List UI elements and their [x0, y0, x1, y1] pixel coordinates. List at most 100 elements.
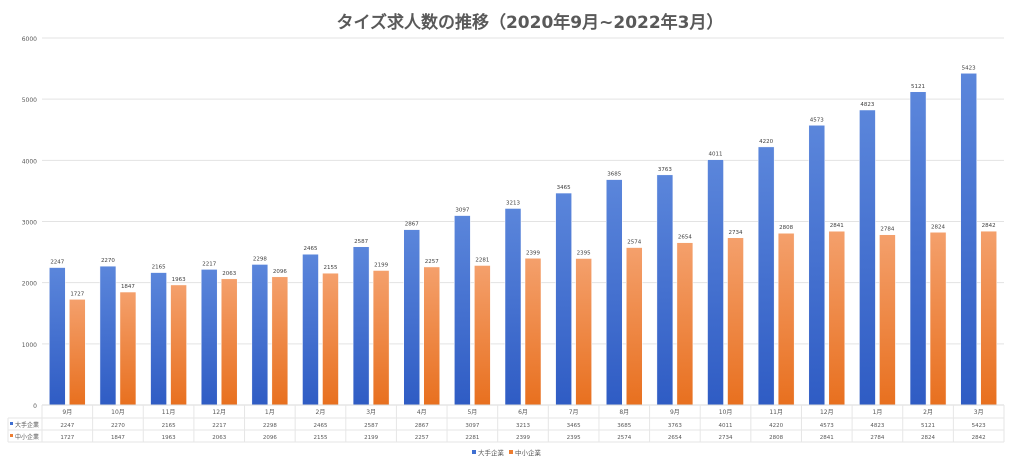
data-label: 2247	[50, 260, 64, 266]
table-cell: 1963	[162, 435, 176, 441]
table-cell: 2247	[60, 423, 74, 429]
legend-key	[509, 450, 513, 454]
table-cell: 2217	[212, 423, 226, 429]
data-label: 3213	[506, 200, 520, 206]
bar-sme	[423, 266, 440, 406]
x-tick-label: 12月	[212, 409, 226, 416]
bar-sme	[170, 284, 187, 406]
bar-sme	[980, 230, 997, 406]
data-label: 2165	[152, 265, 166, 271]
data-label: 4823	[860, 102, 874, 108]
bar-sme	[828, 230, 846, 406]
table-cell: 3685	[617, 423, 631, 429]
x-tick-label: 3月	[974, 409, 984, 416]
table-cell: 2155	[313, 435, 327, 441]
legend-key	[472, 450, 476, 454]
table-cell: 5121	[921, 423, 935, 429]
data-label: 2257	[425, 259, 439, 265]
data-label: 3763	[658, 167, 672, 173]
data-label: 2867	[405, 222, 419, 228]
table-cell: 2734	[719, 435, 733, 441]
table-cell: 2654	[668, 435, 682, 441]
data-label: 1963	[172, 277, 186, 283]
table-cell: 2842	[972, 435, 986, 441]
bar-sme	[777, 232, 795, 406]
data-label: 5121	[911, 84, 925, 90]
table-cell: 4011	[719, 423, 733, 429]
data-label: 2574	[627, 240, 641, 246]
bar-large	[707, 159, 724, 406]
table-cell: 1847	[111, 435, 125, 441]
bar-large	[504, 208, 522, 406]
bar-large	[251, 264, 269, 406]
y-tick-label: 2000	[22, 281, 37, 288]
data-label: 2808	[779, 225, 793, 231]
table-cell: 2824	[921, 435, 935, 441]
bar-sme	[220, 278, 238, 406]
data-label: 2281	[475, 257, 489, 263]
data-label: 2298	[253, 256, 267, 262]
table-cell: 2574	[617, 435, 631, 441]
bar-large	[302, 253, 319, 406]
table-cell: 2867	[415, 423, 429, 429]
x-tick-label: 10月	[111, 409, 125, 416]
data-label: 1727	[70, 291, 84, 297]
data-label: 2465	[303, 246, 317, 252]
legend-label: 大手企業	[478, 448, 505, 457]
data-label: 2399	[526, 250, 540, 256]
x-tick-label: 3月	[366, 409, 376, 416]
bar-large	[99, 265, 117, 406]
data-label: 2654	[678, 235, 692, 241]
data-label: 2824	[931, 224, 945, 230]
table-cell: 2399	[516, 435, 530, 441]
bar-large	[49, 267, 66, 406]
table-cell: 4220	[769, 423, 783, 429]
data-label: 5423	[962, 65, 976, 71]
table-series-name: 大手企業	[15, 421, 39, 429]
bar-large	[656, 174, 674, 406]
chart-title: タイズ求人数の推移（2020年9月~2022年3月）	[336, 12, 723, 33]
table-cell: 2257	[415, 435, 429, 441]
data-label: 2841	[830, 223, 844, 229]
table-cell: 2784	[870, 435, 884, 441]
bar-sme	[879, 234, 896, 406]
table-cell: 2281	[465, 435, 479, 441]
x-tick-label: 2月	[923, 409, 933, 416]
y-tick-label: 3000	[22, 220, 37, 227]
bar-sme	[626, 247, 643, 406]
table-legend-key	[10, 422, 13, 425]
bar-sme	[119, 291, 137, 406]
bar-sme	[727, 237, 744, 406]
bar-large	[555, 192, 572, 406]
data-label: 2155	[323, 265, 337, 271]
table-cell: 3213	[516, 423, 530, 429]
data-label: 2587	[354, 239, 368, 245]
data-label: 2842	[982, 223, 996, 229]
bar-sme	[575, 258, 592, 406]
bar-sme	[929, 232, 947, 406]
bar-large	[454, 215, 471, 406]
x-tick-label: 9月	[670, 409, 680, 416]
table-cell: 4823	[870, 423, 884, 429]
data-label: 3097	[455, 208, 469, 214]
x-tick-label: 1月	[265, 409, 275, 416]
data-label: 2096	[273, 269, 287, 275]
table-cell: 2587	[364, 423, 378, 429]
table-cell: 2199	[364, 435, 378, 441]
x-tick-label: 4月	[417, 409, 427, 416]
data-label: 2395	[577, 251, 591, 257]
bar-large	[403, 229, 420, 406]
data-label: 2063	[222, 271, 236, 277]
y-tick-label: 1000	[22, 342, 37, 349]
x-tick-label: 11月	[162, 409, 176, 416]
table-cell: 4573	[820, 423, 834, 429]
table-cell: 3763	[668, 423, 682, 429]
x-tick-label: 10月	[719, 409, 733, 416]
table-cell: 2298	[263, 423, 277, 429]
table-cell: 2841	[820, 435, 834, 441]
data-label: 2217	[202, 261, 216, 267]
x-tick-label: 6月	[518, 409, 528, 416]
table-legend-key	[10, 434, 13, 437]
table-cell: 2165	[162, 423, 176, 429]
x-tick-label: 5月	[467, 409, 477, 416]
